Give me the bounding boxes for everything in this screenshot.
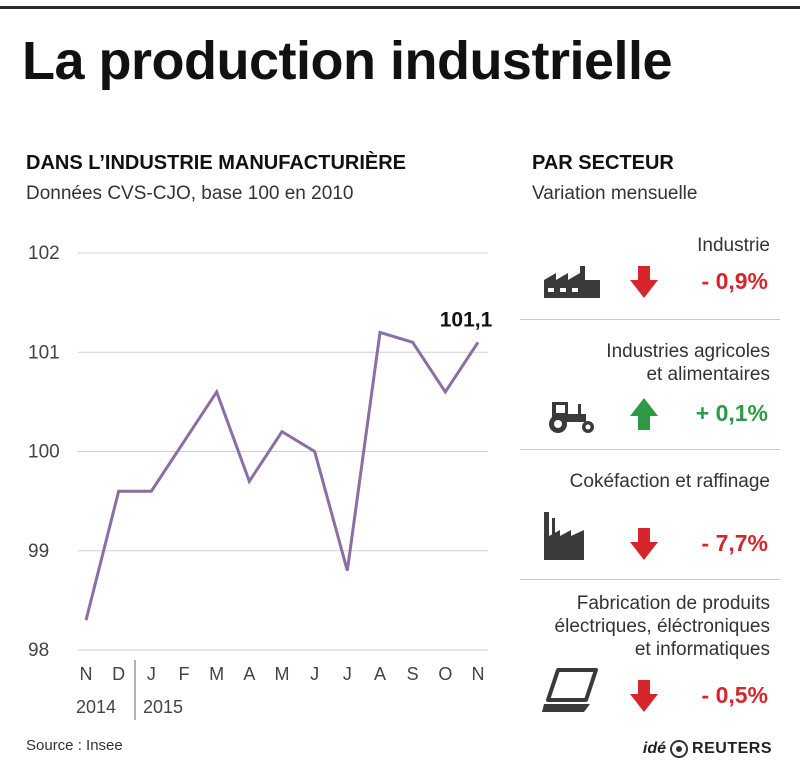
- sector-industries-agricoles: Industries agricoles et alimentaires + 0…: [520, 320, 780, 450]
- year-label: 2014: [76, 697, 116, 717]
- sector-label: Cokéfaction et raffinage: [570, 470, 770, 493]
- arrow-up-icon: [630, 398, 658, 430]
- top-rule: [0, 6, 800, 9]
- factory-icon: [544, 266, 600, 298]
- sector-divider: [520, 319, 780, 320]
- sector-subheading: Variation mensuelle: [532, 183, 698, 204]
- y-tick-label: 102: [28, 243, 60, 264]
- x-tick-label: J: [310, 664, 319, 684]
- sector-divider: [520, 449, 780, 450]
- x-tick-label: N: [472, 664, 485, 684]
- chart-heading: DANS L’INDUSTRIE MANUFACTURIÈRE: [26, 152, 407, 174]
- sector-label-line: et alimentaires: [646, 364, 770, 385]
- sector-cokefaction: Cokéfaction et raffinage - 7,7%: [520, 450, 780, 580]
- sector-label-line: Industries agricoles: [606, 341, 770, 362]
- sector-label-line: Fabrication de produits: [576, 593, 770, 614]
- y-tick-label: 99: [28, 541, 49, 562]
- x-tick-label: A: [374, 664, 386, 684]
- arrow-down-icon: [630, 528, 658, 560]
- x-tick-label: M: [209, 664, 224, 684]
- y-tick-label: 101: [28, 342, 60, 363]
- x-tick-label: J: [147, 664, 156, 684]
- sector-label-line: électriques, éléctroniques: [554, 616, 770, 637]
- data-label: 101,1: [440, 308, 493, 331]
- x-tick-label: F: [179, 664, 190, 684]
- series-line: [84, 330, 480, 621]
- sector-value: - 0,9%: [701, 268, 768, 294]
- y-tick-label: 100: [28, 442, 60, 463]
- x-tick-label: M: [275, 664, 290, 684]
- laptop-icon: [542, 668, 598, 712]
- sector-value: - 0,5%: [701, 682, 768, 708]
- page-title: La production industrielle: [22, 31, 673, 91]
- chart-subheading: Données CVS-CJO, base 100 en 2010: [26, 183, 354, 204]
- sector-label: Fabrication de produits électriques, élé…: [555, 592, 770, 661]
- x-tick-label: A: [243, 664, 255, 684]
- x-tick-label: D: [112, 664, 125, 684]
- sector-label-line: et informatiques: [634, 639, 770, 660]
- x-tick-label: S: [407, 664, 419, 684]
- sector-value: - 7,7%: [701, 530, 768, 556]
- sector-label: Industrie: [697, 234, 770, 257]
- sector-label-line: Industrie: [697, 235, 770, 256]
- sector-label-line: Cokéfaction et raffinage: [569, 471, 770, 492]
- tractor-icon: [549, 402, 594, 433]
- source-note: Source : Insee: [26, 737, 123, 754]
- credit: idé REUTERS: [643, 740, 772, 758]
- credit-ide: idé: [642, 740, 667, 757]
- sector-divider: [520, 579, 780, 580]
- sector-fabrication: Fabrication de produits électriques, élé…: [520, 580, 780, 730]
- x-tick-label: O: [438, 664, 452, 684]
- sector-label: Industries agricoles et alimentaires: [606, 340, 770, 386]
- reuters-logo-icon: [670, 740, 689, 758]
- sector-heading: PAR SECTEUR: [532, 152, 674, 174]
- sector-value: + 0,1%: [695, 400, 768, 426]
- sector-industrie: Industrie - 0,9%: [520, 230, 780, 320]
- y-tick-label: 98: [28, 640, 49, 661]
- x-tick-label: J: [343, 664, 352, 684]
- arrow-down-icon: [630, 680, 658, 712]
- arrow-down-icon: [630, 266, 658, 298]
- year-label: 2015: [143, 697, 183, 717]
- credit-reuters: REUTERS: [692, 740, 772, 757]
- refinery-icon: [544, 512, 584, 560]
- x-tick-label: N: [80, 664, 93, 684]
